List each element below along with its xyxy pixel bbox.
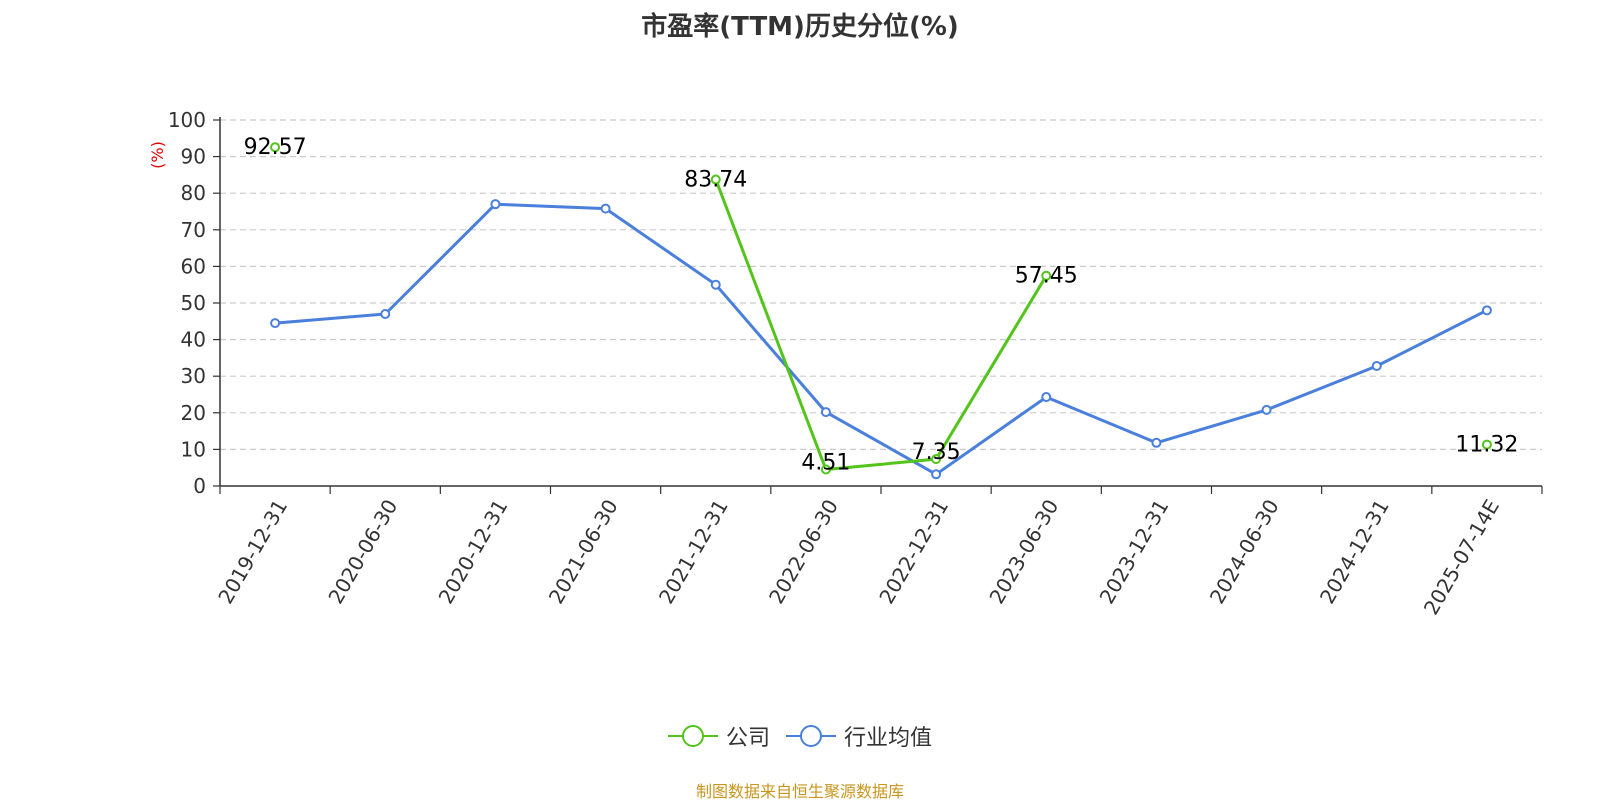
data-point-industry-avg [1261, 404, 1272, 415]
data-point-industry-avg [1481, 305, 1492, 316]
data-label: 83.74 [684, 168, 747, 193]
x-tick-label: 2022-06-30 [764, 495, 843, 608]
y-tick-label: 0 [193, 474, 206, 498]
legend-label-company: 公司 [725, 726, 770, 751]
source-note: 制图数据来自恒生聚源数据库 [695, 782, 904, 801]
data-point-industry-avg [1151, 437, 1162, 448]
data-point-company [1041, 270, 1052, 281]
x-tick-label: 2022-12-31 [874, 495, 953, 608]
y-axis-label: (%) [148, 141, 167, 169]
x-tick-label: 2023-06-30 [984, 495, 1063, 608]
data-point-industry-avg [600, 203, 611, 214]
y-tick-label: 30 [181, 364, 206, 388]
x-tick-label: 2024-06-30 [1205, 495, 1284, 608]
x-tick-label: 2020-06-30 [323, 495, 402, 608]
data-point-company [710, 174, 721, 185]
legend: 公司 行业均值 [0, 718, 1600, 754]
data-point-industry-avg [1371, 360, 1382, 371]
y-tick-label: 80 [181, 181, 206, 205]
data-point-industry-avg [490, 199, 501, 210]
data-point-company [270, 142, 281, 153]
y-tick-label: 70 [181, 218, 206, 242]
data-point-industry-avg [931, 469, 942, 480]
x-tick-label: 2020-12-31 [434, 495, 513, 608]
data-point-industry-avg [270, 318, 281, 329]
data-label: 4.51 [801, 450, 850, 475]
y-tick-label: 50 [181, 291, 206, 315]
data-label: 92.57 [244, 135, 307, 160]
y-tick-label: 60 [181, 254, 206, 278]
data-point-company [1481, 439, 1492, 450]
x-tick-label: 2019-12-31 [213, 495, 292, 608]
x-tick-label: 2024-12-31 [1315, 495, 1394, 608]
data-label: 11.32 [1455, 433, 1518, 458]
y-tick-label: 10 [181, 437, 206, 461]
series-line-company [716, 180, 1487, 470]
legend-item-company[interactable]: 公司 [667, 720, 770, 752]
series-line-industry-avg [274, 202, 1488, 476]
legend-line-circle-icon [786, 725, 836, 747]
data-point-industry-avg [710, 279, 721, 290]
y-tick-label: 20 [181, 401, 206, 425]
x-tick-label: 2023-12-31 [1095, 495, 1174, 608]
data-point-industry-avg [820, 407, 831, 418]
y-tick-label: 90 [181, 145, 206, 169]
data-point-company [931, 454, 942, 465]
x-tick-label: 2025-07-14E [1419, 495, 1504, 619]
x-tick-label: 2021-12-31 [654, 495, 733, 608]
data-point-company [820, 464, 831, 475]
legend-item-industry-avg[interactable]: 行业均值 [786, 720, 932, 752]
data-label: 7.35 [912, 440, 961, 465]
chart-title: 市盈率(TTM)历史分位(%) [641, 12, 959, 42]
legend-label-industry-avg: 行业均值 [844, 726, 933, 751]
data-point-industry-avg [1041, 392, 1052, 403]
x-tick-label: 2021-06-30 [544, 495, 623, 608]
data-label: 57.45 [1015, 264, 1078, 289]
legend-line-circle-icon [667, 725, 718, 747]
y-tick-label: 100 [168, 108, 206, 132]
data-point-industry-avg [380, 308, 391, 319]
y-tick-label: 40 [181, 328, 206, 352]
